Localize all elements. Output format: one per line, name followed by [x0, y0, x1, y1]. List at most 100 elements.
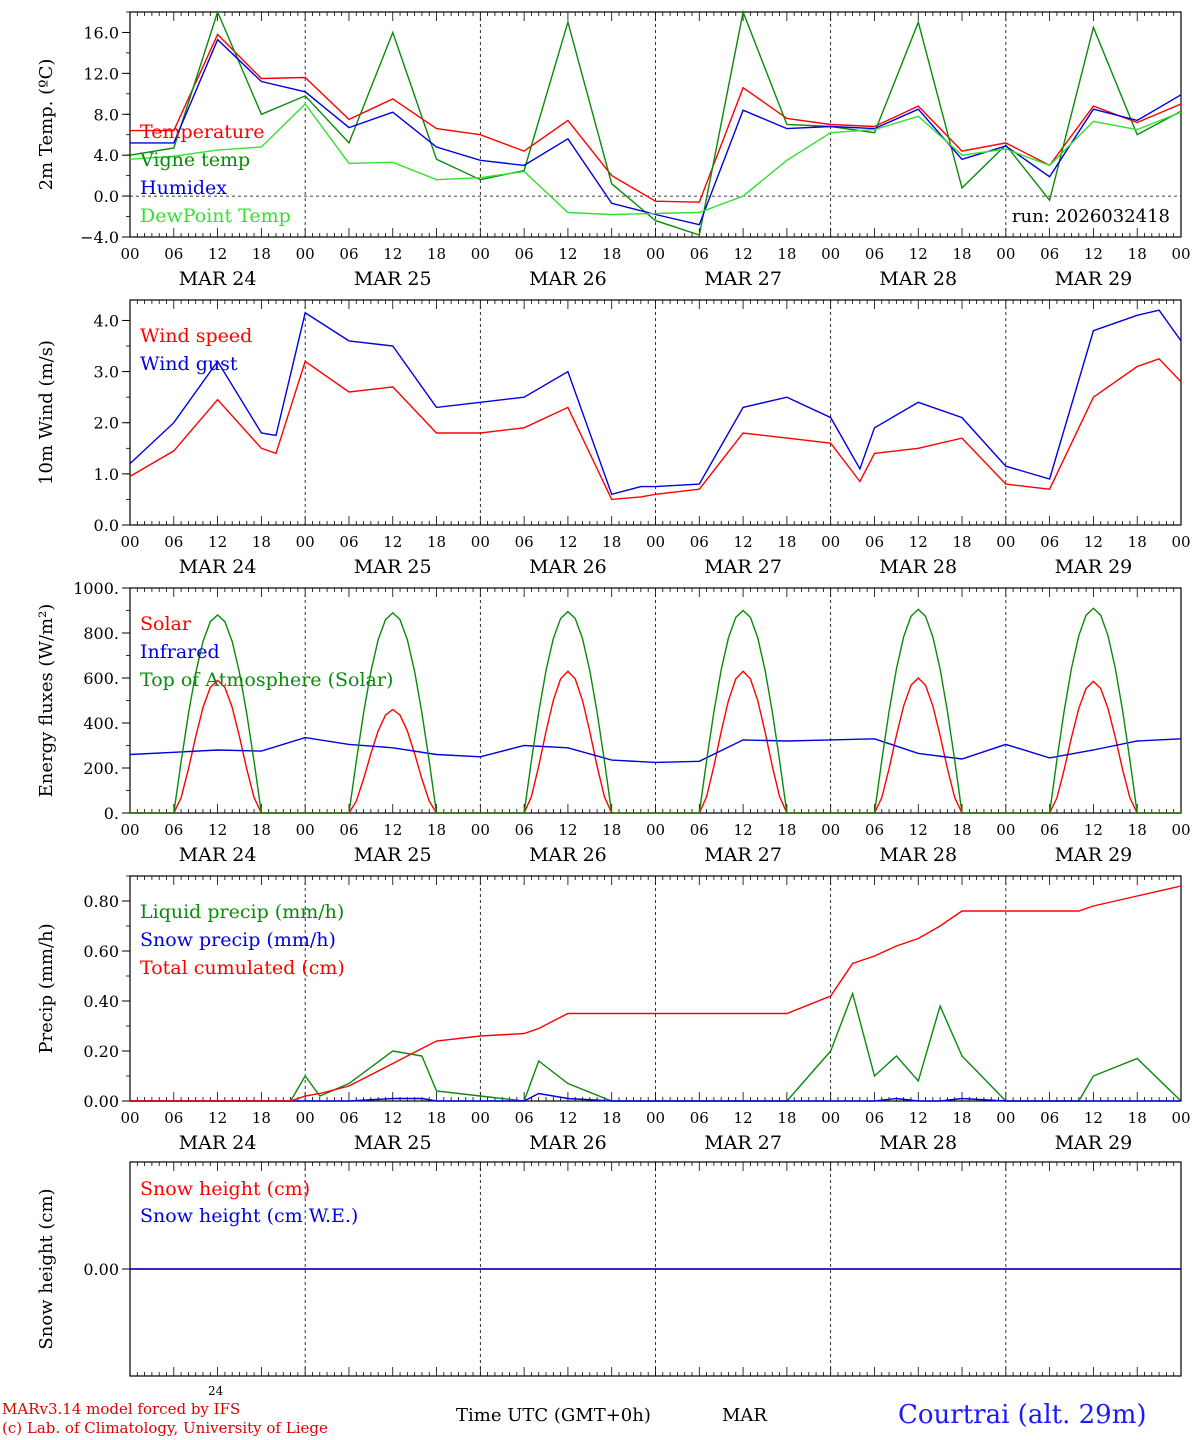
x-tick-label: 06: [164, 821, 183, 839]
x-tick-label: 18: [777, 821, 796, 839]
x-tick-label: 18: [252, 533, 271, 551]
x-tick-label: 18: [427, 533, 446, 551]
x-tick-label: 06: [164, 1109, 183, 1127]
x-tick-label: 06: [865, 533, 884, 551]
x-tick-label: 06: [1040, 533, 1059, 551]
y-tick-label: 600.: [83, 669, 119, 688]
legend-entry: Snow height (cm): [140, 1178, 310, 1200]
x-tick-label: 18: [777, 533, 796, 551]
credit-line-1: MARv3.14 model forced by IFS: [2, 1400, 241, 1418]
y-tick-label: 8.0: [94, 105, 119, 124]
x-day-label: MAR 26: [529, 844, 607, 866]
x-tick-label: 06: [1040, 1109, 1059, 1127]
y-tick-label: 0.0: [94, 516, 119, 535]
x-tick-label: 00: [1171, 1109, 1190, 1127]
plot-frame: [129, 11, 1182, 238]
y-tick-label: 0.: [104, 804, 119, 823]
y-tick-label: 0.40: [83, 992, 119, 1011]
x-tick-label: 06: [339, 1109, 358, 1127]
panel-wind: 00 06 12 18 00 06 12 18 00 06 12 18 00 06 12 18 00 06 12 18…: [36, 299, 1191, 578]
legend-entry: Snow precip (mm/h): [140, 929, 336, 951]
y-tick-label: 0.0: [94, 187, 119, 206]
x-tick-label: 12: [1084, 533, 1103, 551]
x-day-label: MAR 28: [879, 556, 957, 578]
x-day-label: MAR 29: [1055, 556, 1133, 578]
series-line-top-of-atmosphere-solar-: [130, 607, 1181, 814]
x-tick-label: 06: [690, 245, 709, 263]
y-axis-label: 2m Temp. (ºC): [36, 59, 57, 191]
x-day-label: MAR 26: [529, 556, 607, 578]
x-tick-label: 12: [208, 245, 227, 263]
x-day-label: MAR 27: [704, 556, 782, 578]
y-tick-label: 0.20: [83, 1042, 119, 1061]
legend-entry: Top of Atmosphere (Solar): [140, 669, 393, 691]
legend-entry: Snow height (cm W.E.): [140, 1205, 358, 1227]
y-tick-label: 1000.: [73, 579, 119, 598]
panel-temp: 00 06 12 18 00 06 12 18 00 06 12 18 00 06 12 18 00 06 12 18…: [36, 9, 1191, 290]
x-tick-label: 00: [646, 533, 665, 551]
y-tick-label: 400.: [83, 714, 119, 733]
x-tick-label: 18: [602, 245, 621, 263]
x-tick-label: 00: [996, 245, 1015, 263]
x-tick-label: 12: [909, 821, 928, 839]
x-tick-label: 12: [1084, 821, 1103, 839]
x-tick-label: 00: [471, 245, 490, 263]
x-tick-label: 06: [339, 245, 358, 263]
x-tick-label: 12: [1084, 1109, 1103, 1127]
x-tick-label: 00: [996, 821, 1015, 839]
x-day-label: MAR 29: [1055, 268, 1133, 290]
x-tick-label: 06: [339, 533, 358, 551]
y-tick-label: 800.: [83, 624, 119, 643]
legend-entry: Wind speed: [140, 325, 252, 347]
x-tick-label: 06: [515, 533, 534, 551]
x-tick-label: 18: [252, 245, 271, 263]
x-tick-label: 12: [558, 821, 577, 839]
x-tick-label: 00: [646, 245, 665, 263]
x-tick-label: 06: [690, 533, 709, 551]
x-tick-label: 18: [952, 245, 971, 263]
legend-entry: Liquid precip (mm/h): [140, 901, 344, 923]
x-tick-label: 06: [690, 1109, 709, 1127]
x-day-label: MAR 25: [354, 844, 432, 866]
credit-line-2: (c) Lab. of Climatology, University of L…: [2, 1419, 328, 1437]
x-tick-label: 00: [120, 821, 139, 839]
x-day-label: MAR 25: [354, 556, 432, 578]
x-tick-label: 00: [120, 245, 139, 263]
x-tick-label: 00: [821, 821, 840, 839]
x-tick-label: 00: [821, 533, 840, 551]
x-tick-label: 18: [1128, 821, 1147, 839]
series-line-wind-gust: [129, 309, 1182, 496]
x-tick-label: 00: [120, 533, 139, 551]
x-tick-label: 06: [690, 821, 709, 839]
station-title: Courtrai (alt. 29m): [898, 1400, 1147, 1430]
y-tick-label: 12.0: [83, 64, 119, 83]
x-tick-label: 00: [296, 1109, 315, 1127]
series-line-total-cumulated-cm-: [130, 885, 1182, 1102]
x-tick-label: 18: [1128, 1109, 1147, 1127]
run-annotation: run: 2026032418: [1012, 206, 1170, 227]
legend-entry: Humidex: [140, 177, 227, 199]
x-day-label: MAR 25: [354, 1132, 432, 1154]
footer-day-number: 24: [208, 1384, 224, 1398]
legend-entry: Total cumulated (cm): [140, 957, 345, 979]
series-line-wind-speed: [129, 357, 1182, 501]
x-tick-label: 06: [865, 821, 884, 839]
legend-entry: Infrared: [140, 641, 220, 663]
series-line-temperature: [130, 33, 1182, 203]
x-day-label: MAR 29: [1055, 1132, 1133, 1154]
x-day-label: MAR 29: [1055, 844, 1133, 866]
series-line-humidex: [130, 38, 1182, 226]
panel-energy: 00 06 12 18 00 06 12 18 00 06 12 18 00 06 12 18 00 06 12 18…: [36, 579, 1191, 866]
x-tick-label: 00: [821, 245, 840, 263]
x-tick-label: 00: [1171, 821, 1190, 839]
x-day-label: MAR 25: [354, 268, 432, 290]
x-day-label: MAR 27: [704, 268, 782, 290]
x-day-label: MAR 27: [704, 1132, 782, 1154]
x-tick-label: 12: [1084, 245, 1103, 263]
y-tick-label: 0.00: [83, 1260, 119, 1279]
x-day-label: MAR 24: [179, 844, 257, 866]
x-tick-label: 18: [952, 1109, 971, 1127]
x-tick-label: 12: [383, 245, 402, 263]
x-tick-label: 06: [1040, 821, 1059, 839]
